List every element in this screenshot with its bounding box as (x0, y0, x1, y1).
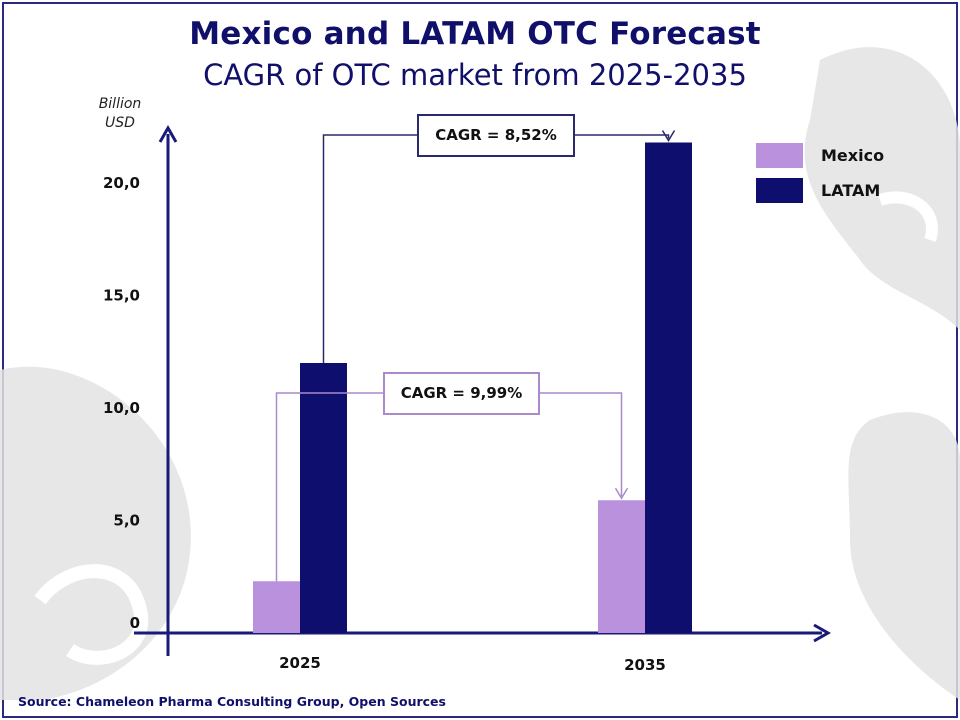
legend-item-latam: LATAM (756, 177, 884, 203)
legend-label-latam: LATAM (821, 180, 881, 200)
cagr-arrowhead-mexico (614, 487, 629, 500)
source-note: Source: Chameleon Pharma Consulting Grou… (18, 694, 446, 709)
x-tick-label: 2025 (279, 654, 321, 672)
cagr-callout-latam: CAGR = 8,52% (417, 114, 575, 157)
cagr-callout-mexico: CAGR = 9,99% (383, 372, 540, 415)
y-axis-arrow (158, 124, 178, 143)
x-tick-label: 2035 (624, 656, 666, 674)
y-tick-label: 10,0 (103, 399, 140, 417)
bar-mexico-2035 (598, 500, 645, 633)
chart-title: Mexico and LATAM OTC Forecast (189, 16, 761, 52)
y-axis-label: Billion USD (92, 95, 148, 133)
legend-label-mexico: Mexico (821, 145, 885, 165)
x-axis-arrow (813, 623, 832, 643)
legend: Mexico LATAM (756, 142, 884, 212)
y-tick-label: 5,0 (113, 512, 140, 530)
y-axis-label-line-2: USD (105, 115, 135, 131)
y-tick-label: 20,0 (103, 174, 140, 192)
cagr-connector-latam (322, 134, 670, 363)
y-axis-label-line-1: Billion (98, 96, 142, 112)
y-tick-label: 0 (130, 614, 140, 632)
bar-mexico-2025 (253, 581, 300, 633)
legend-swatch-mexico (756, 142, 803, 168)
bar-latam-2025 (300, 363, 347, 633)
watermark-logo (0, 47, 960, 700)
watermark-text: CPC (784, 243, 824, 318)
bar-latam-2035 (645, 142, 692, 633)
cagr-arrowhead-latam (661, 130, 676, 142)
legend-swatch-latam (756, 177, 803, 203)
legend-item-mexico: Mexico (756, 142, 884, 168)
y-tick-label: 15,0 (103, 287, 140, 305)
chart-subtitle: CAGR of OTC market from 2025-2035 (203, 58, 747, 92)
